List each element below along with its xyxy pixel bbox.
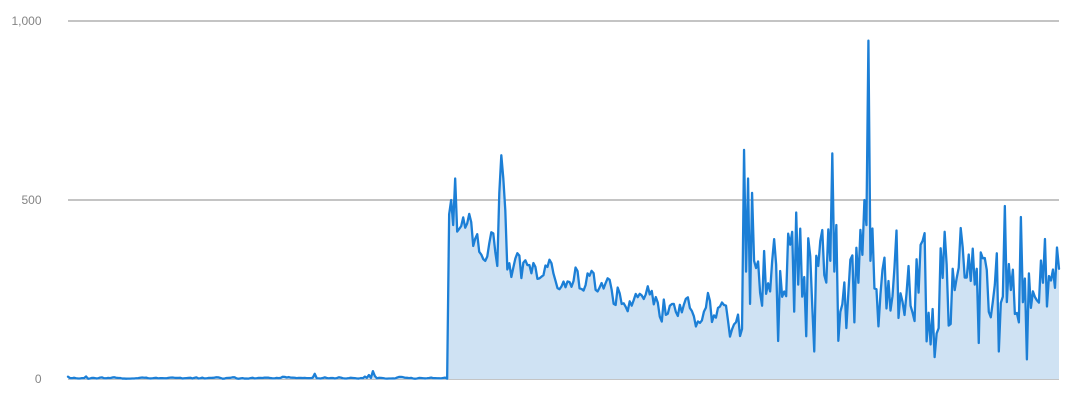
svg-text:1,000: 1,000 <box>11 14 41 28</box>
svg-text:500: 500 <box>21 193 41 207</box>
svg-text:0: 0 <box>35 372 42 386</box>
